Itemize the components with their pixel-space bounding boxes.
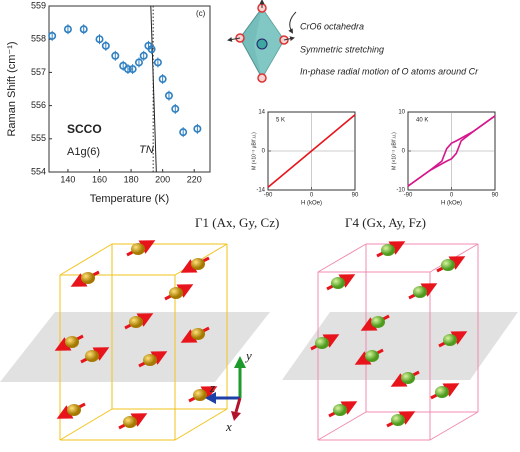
x-tick-label: -90 — [264, 193, 273, 199]
x-tick-label: 220 — [187, 174, 202, 184]
atom — [371, 316, 385, 328]
atom — [85, 350, 99, 362]
data-point — [128, 65, 137, 74]
atom — [443, 334, 457, 346]
data-point — [171, 104, 180, 113]
atom — [315, 337, 329, 349]
axis-x: x — [225, 419, 232, 434]
data-point — [134, 58, 143, 67]
octahedron-label: Symmetric stretching — [300, 44, 384, 54]
data-point — [158, 75, 167, 84]
atom — [131, 243, 145, 255]
x-tick-label: 90 — [352, 193, 359, 199]
y-tick-label: -14 — [256, 188, 265, 194]
atom — [143, 354, 157, 366]
plot-frame — [48, 5, 211, 173]
data-point — [79, 25, 88, 34]
cell-edge — [59, 408, 113, 441]
mode-label: A1g(6) — [67, 146, 100, 158]
data-point — [179, 128, 188, 137]
atom — [67, 404, 81, 416]
atom — [193, 389, 207, 401]
x-axis-label: H (kOe) — [441, 201, 462, 207]
atom — [333, 404, 347, 416]
atom — [381, 244, 395, 256]
axis-z: z — [209, 380, 215, 395]
x-tick-label: 0 — [450, 193, 454, 199]
data-point — [147, 45, 156, 54]
axis-y: y — [244, 348, 252, 363]
octahedron-label: In-phase radial motion of O atoms around… — [300, 66, 479, 76]
structures — [0, 240, 518, 441]
atom — [191, 258, 205, 270]
atom — [413, 286, 427, 298]
plane — [282, 312, 518, 380]
octahedron-label: CrO6 octahedra — [300, 21, 364, 31]
y-axis-label: M (×10⁻³ μB/f.u.) — [251, 132, 257, 170]
data-line — [407, 115, 496, 187]
data-point — [111, 51, 120, 60]
y-tick-label: 0 — [262, 149, 266, 155]
axes-triad — [205, 356, 246, 421]
y-tick-label: 10 — [398, 110, 405, 116]
atom — [401, 372, 415, 384]
panel-label: (c) — [196, 9, 206, 18]
transition-label: TN — [139, 144, 154, 156]
x-tick-label: 90 — [492, 193, 499, 199]
x-tick-label: 160 — [92, 174, 107, 184]
x-tick-label: 180 — [124, 174, 139, 184]
temperature-label: 40 K — [416, 118, 428, 124]
y-tick-label: 558 — [31, 34, 46, 44]
x-tick-label: 200 — [155, 174, 170, 184]
x-axis-label: H (kOe) — [301, 201, 322, 207]
cell-edge — [59, 243, 113, 276]
x-tick-label: -90 — [404, 193, 413, 199]
x-tick-label: 0 — [310, 193, 314, 199]
atom — [391, 414, 405, 426]
atom — [169, 287, 183, 299]
y-tick-label: 14 — [258, 110, 265, 116]
temperature-label: 5 K — [276, 118, 285, 124]
y-tick-label: 554 — [31, 166, 46, 176]
data-point — [48, 31, 57, 40]
octahedron — [227, 0, 297, 83]
fit-line — [150, 5, 157, 173]
atom — [129, 316, 143, 328]
data-point — [63, 25, 72, 34]
data-point — [164, 91, 173, 100]
atom — [441, 259, 455, 271]
atom — [81, 272, 95, 284]
structure-title: Γ1 (Ax, Gy, Cz) — [195, 215, 279, 230]
cell-edge — [317, 411, 367, 441]
x-axis-label: Temperature (K) — [90, 193, 169, 205]
cell-edge — [317, 243, 367, 273]
y-tick-label: 555 — [31, 133, 46, 143]
atom — [365, 350, 379, 362]
data-line — [267, 114, 356, 188]
data-point — [153, 58, 162, 67]
data-point — [193, 124, 202, 133]
atom — [65, 336, 79, 348]
atom — [331, 277, 345, 289]
y-tick-label: 0 — [402, 149, 406, 155]
x-tick-label: 140 — [60, 174, 75, 184]
y-axis-label: Raman Shift (cm⁻¹) — [6, 41, 18, 136]
y-tick-label: 557 — [31, 67, 46, 77]
atom — [123, 416, 137, 428]
atom — [435, 386, 449, 398]
y-tick-label: 556 — [31, 100, 46, 110]
atom — [191, 328, 205, 340]
structure-title: Γ4 (Gx, Ay, Fz) — [345, 215, 426, 230]
data-point — [123, 65, 132, 74]
y-axis-label: M (×10⁻² μB/f.u.) — [391, 132, 397, 170]
sample-label: SCCO — [67, 122, 102, 136]
cell-edge — [174, 408, 228, 441]
data-point — [95, 35, 104, 44]
data-point — [139, 51, 148, 60]
data-point — [101, 41, 110, 50]
y-tick-label: 559 — [31, 0, 46, 10]
y-tick-label: -10 — [396, 188, 405, 194]
cell-edge — [429, 411, 479, 441]
